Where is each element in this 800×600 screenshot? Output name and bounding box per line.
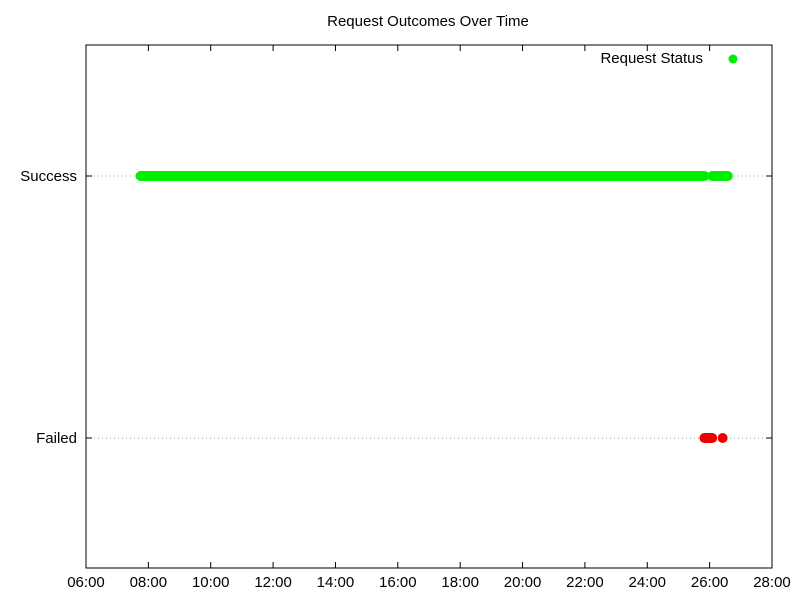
x-tick-label: 06:00 xyxy=(67,574,105,591)
x-tick-label: 18:00 xyxy=(441,574,479,591)
x-tick-label: 16:00 xyxy=(379,574,417,591)
legend-marker xyxy=(728,54,738,64)
plot-frame xyxy=(85,44,773,569)
x-tick-label: 08:00 xyxy=(130,574,168,591)
x-tick-label: 22:00 xyxy=(566,574,604,591)
y-tick-label: Success xyxy=(20,168,77,185)
x-tick-label: 28:00 xyxy=(753,574,791,591)
legend-label: Request Status xyxy=(600,50,703,67)
failed-point xyxy=(717,433,728,443)
x-tick-label: 20:00 xyxy=(504,574,542,591)
chart-title: Request Outcomes Over Time xyxy=(327,13,529,30)
x-tick-label: 12:00 xyxy=(254,574,292,591)
x-tick-label: 14:00 xyxy=(317,574,355,591)
y-tick-label: Failed xyxy=(36,430,77,447)
axis-ticks: Failed Success 06:00 08:00 10:00 12:00 14:00 16… xyxy=(20,45,791,591)
grid xyxy=(86,175,772,439)
x-tick-label: 10:00 xyxy=(192,574,230,591)
data-marks xyxy=(135,171,733,443)
x-tick-label: 26:00 xyxy=(691,574,729,591)
x-tick-label: 24:00 xyxy=(628,574,666,591)
